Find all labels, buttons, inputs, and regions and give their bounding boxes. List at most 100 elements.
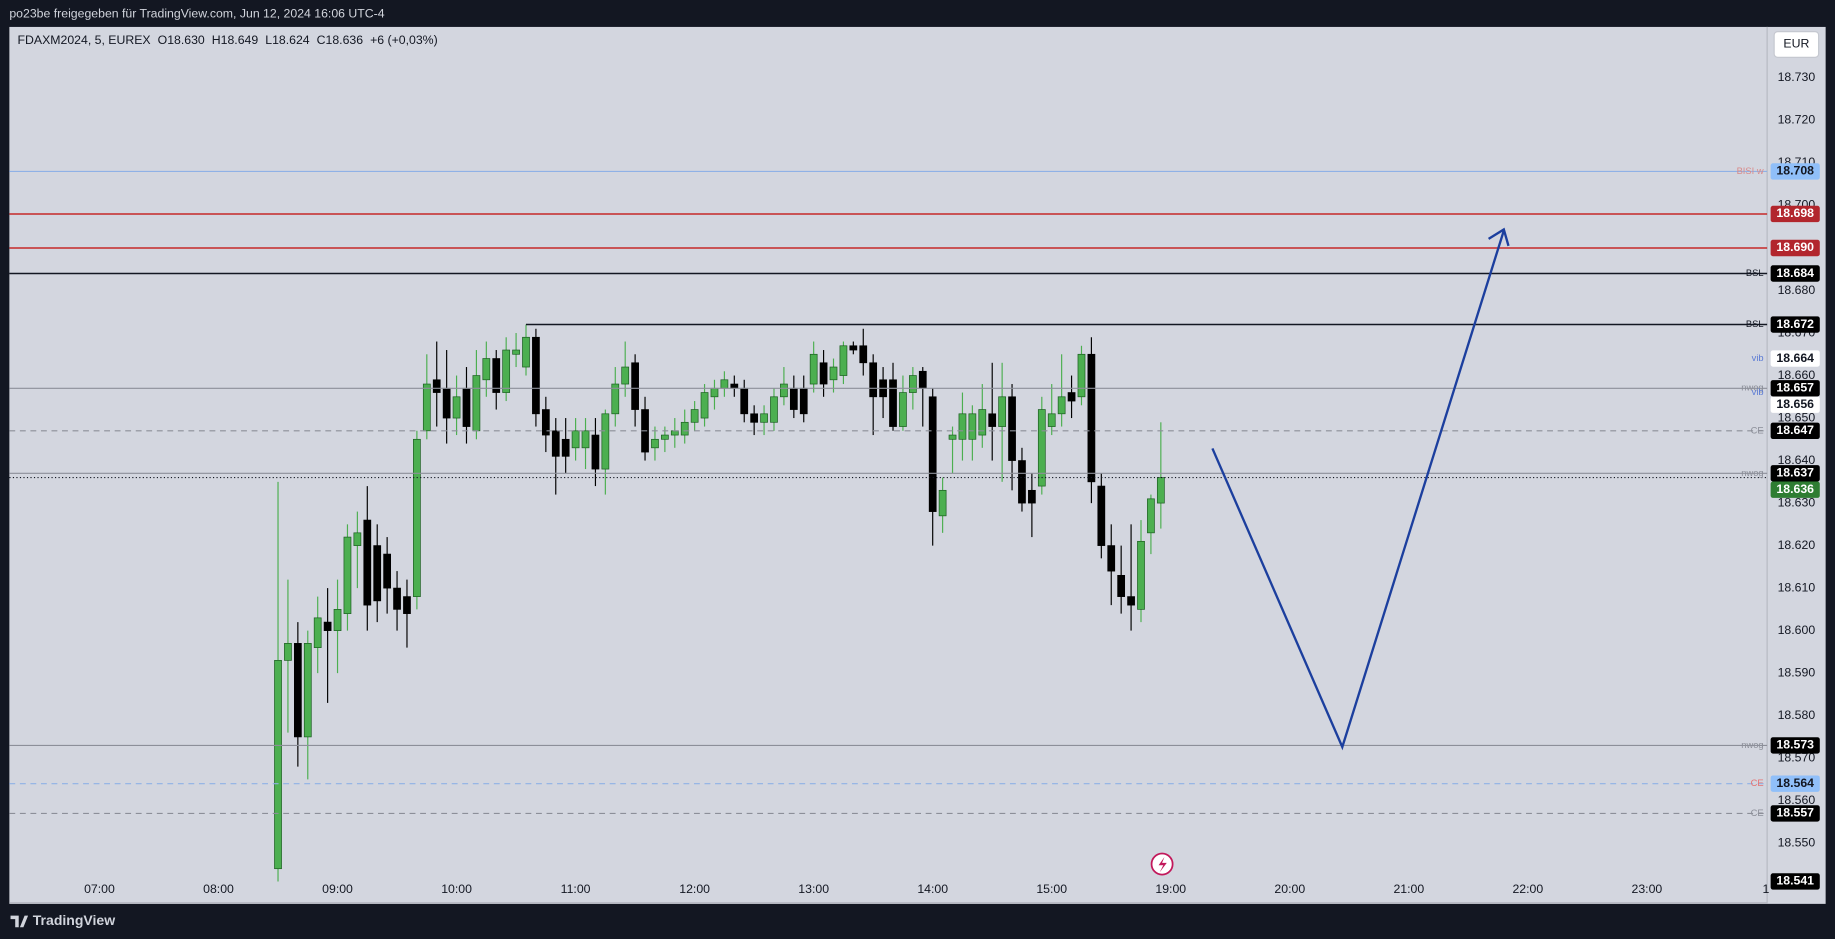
y-tick-label: 18.720 [1778,113,1816,127]
y-tick-label: 18.650 [1778,410,1816,424]
x-tick-label: 14:00 [917,882,948,896]
projection-arrow [1211,230,1505,751]
candle-body [393,587,401,610]
candle-body [998,396,1006,427]
y-tick-label: 18.730 [1778,70,1816,84]
level-tag: vib [1752,353,1764,363]
candle-body [918,370,927,389]
candle-body [581,430,590,449]
level-tag: BSL [1746,319,1764,329]
candle-body [551,430,560,457]
brand-logo [10,915,29,928]
candle-body [522,336,530,368]
y-tick-label: 18.560 [1778,793,1816,807]
level-tag: CE [1751,778,1764,788]
candle-body [611,383,620,415]
level-tag: BISI w [1737,166,1764,176]
currency-label[interactable]: EUR [1783,37,1809,51]
price-badge [1770,422,1820,440]
candle-body [1047,413,1056,427]
candle-body [512,349,520,355]
y-tick-label: 18.630 [1778,495,1816,509]
candle-body [403,596,411,614]
x-tick-label: 07:00 [84,882,115,896]
arrow-head [1487,227,1510,247]
candle-body [601,413,610,470]
candle-body [1137,540,1145,610]
price-badge [1770,737,1820,754]
candle-body [1087,353,1096,483]
y-tick-label: 18.660 [1778,368,1816,382]
candle-body [532,336,540,415]
candle-body [730,383,739,389]
y-tick-label: 18.590 [1778,665,1816,679]
candle-body [363,519,372,606]
price-badge [1770,350,1820,367]
share-header: po23be freigegeben für TradingView.com, … [9,6,384,20]
x-tick-label: 10:00 [441,882,472,896]
legend: FDAXM2024, 5, EUREX O18.630 H18.649 L18.624… [18,33,438,47]
x-tick-label: 23:00 [1632,882,1663,896]
ohlc-open: O18.630 [158,33,205,47]
candle-body [591,434,600,470]
candle-body [829,366,838,381]
price-badge [1770,481,1820,498]
candle-body [720,379,729,389]
chart-pane [9,26,1826,904]
currency-button[interactable] [1773,31,1820,58]
candle-body [452,396,461,419]
candle-body [760,413,768,423]
candle-body [889,379,897,427]
x-tick-label: 20:00 [1274,882,1305,896]
x-tick-label: 12:00 [679,882,710,896]
level-tag: nwog [1741,740,1763,750]
candle-body [373,545,382,602]
candle-body [442,387,451,419]
candle-body [958,413,967,440]
candle-body [274,660,282,870]
candle-body [1117,575,1126,597]
x-tick-label: 1 [1762,882,1769,896]
candle-body [413,438,421,597]
price-badge-label: 18.573 [1776,738,1814,752]
candle-body [819,362,828,385]
candle-body [928,396,937,512]
price-badge-label: 18.636 [1776,482,1814,496]
y-tick-label: 18.640 [1778,453,1816,467]
price-badge-label: 18.564 [1776,776,1814,790]
y-tick-label: 18.570 [1778,750,1816,764]
price-badge [1770,465,1820,482]
x-tick-label: 19:00 [1155,882,1186,896]
candle-body [333,609,342,631]
brand-name: TradingView [33,912,115,928]
axes: 18.550 18.560 18.570 18.580 18.590 18.600 18.6… [84,70,1820,896]
x-tick-label: 09:00 [322,882,353,896]
candle-body [502,349,511,393]
candle-body [770,396,778,423]
candle-body [988,413,997,427]
price-badge [1770,873,1820,890]
candle-body [750,413,759,423]
candle-body [353,532,362,546]
ohlc-high: H18.649 [212,33,259,47]
y-tick-label: 18.550 [1778,835,1816,849]
candle-body [541,409,550,436]
candle-body [670,430,679,436]
candle-body [293,643,302,738]
candle-body [869,362,878,398]
y-tick-label: 18.580 [1778,708,1816,722]
level-tag: nwog [1741,468,1763,478]
candle-body [651,438,659,449]
alert-bolt [1158,857,1167,873]
candle-body [690,409,699,423]
price-badge-label: 18.557 [1776,806,1814,820]
candle-body [680,421,689,436]
ohlc-close: C18.636 [317,33,364,47]
y-tick-label: 18.620 [1778,538,1816,552]
candle-body [621,366,630,385]
x-tick-label: 21:00 [1393,882,1424,896]
y-tick-label: 18.600 [1778,623,1816,637]
price-badge [1770,805,1820,822]
